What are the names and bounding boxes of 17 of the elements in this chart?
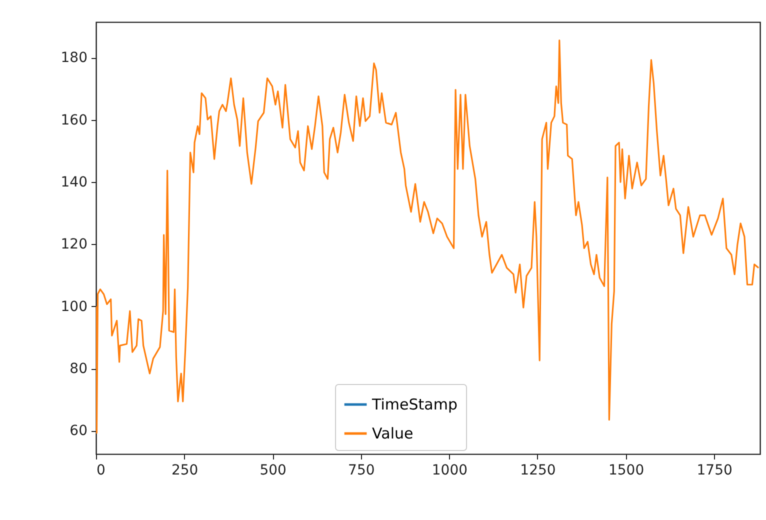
y-tick-label: 60 <box>70 423 88 440</box>
y-tick-label: 140 <box>60 174 88 191</box>
x-tick-label: 1000 <box>432 462 468 478</box>
x-tick-label: 750 <box>348 462 375 478</box>
y-tick-label: 80 <box>70 361 88 378</box>
legend-label: TimeStamp <box>371 396 458 414</box>
x-tick-label: 1750 <box>696 462 732 478</box>
x-tick-label: 500 <box>260 462 286 478</box>
legend-label: Value <box>372 424 414 442</box>
y-tick-label: 120 <box>60 236 88 253</box>
x-tick-label: 0 <box>96 462 106 478</box>
y-tick-label: 160 <box>60 112 88 128</box>
x-tick-label: 1500 <box>608 462 644 478</box>
x-tick-label: 250 <box>171 462 198 478</box>
y-tick-label: 180 <box>60 50 88 66</box>
x-tick-label: 1250 <box>520 462 556 478</box>
y-tick-label: 100 <box>60 298 88 315</box>
